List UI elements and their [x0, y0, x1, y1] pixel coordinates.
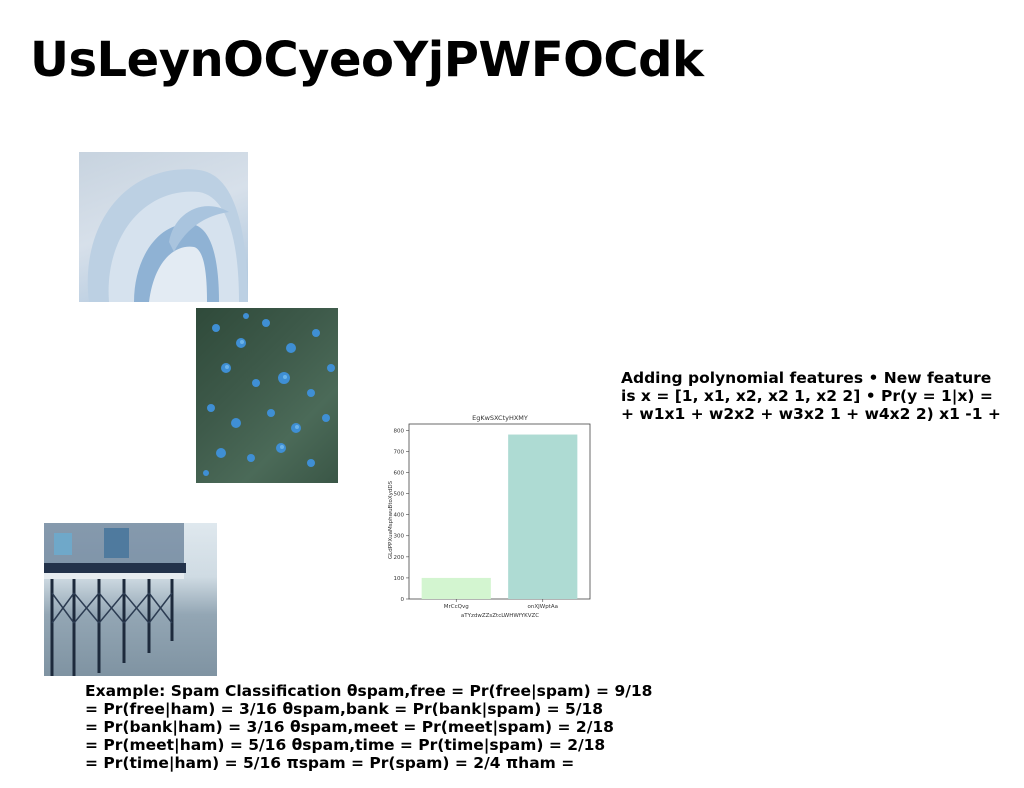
- y-tick-label: 800: [394, 428, 405, 434]
- chart-axes-frame: [408, 423, 591, 600]
- bottom-text-line: = Pr(free|ham) = 3/16 θspam,bank = Pr(ba…: [85, 700, 604, 718]
- flowers-grass-image: [196, 308, 338, 483]
- side-text-line: is x = [1, x1, x2, x2 1, x2 2] • Pr(y = …: [621, 387, 993, 405]
- side-text-line: Adding polynomial features • New feature: [621, 369, 992, 387]
- polynomial-features-text: Adding polynomial features • New feature…: [621, 369, 1001, 423]
- chart-x-label: aTYzdwZZsZtcLWHWfYKVZC: [461, 613, 539, 619]
- slide-title: UsLeynOCyeoYjPWFOCdk: [30, 32, 704, 88]
- chart-title: EgKwSXCtyHXMY: [472, 414, 528, 422]
- y-tick-label: 100: [394, 576, 405, 582]
- y-tick-label: 0: [401, 597, 405, 603]
- x-tick-label: onXJWptAa: [528, 604, 558, 610]
- chart-y-label: GLdPPXuaMsphwuBtoXydDS: [388, 480, 394, 559]
- abstract-swirl-image: [79, 152, 248, 302]
- y-tick-label: 500: [394, 492, 405, 498]
- x-tick-label: MrCcQvg: [444, 604, 469, 610]
- bottom-text-line: = Pr(time|ham) = 5/16 πspam = Pr(spam) =…: [85, 754, 575, 772]
- bottom-text-line: = Pr(meet|ham) = 5/16 θspam,time = Pr(ti…: [85, 736, 606, 754]
- bar: [508, 434, 578, 599]
- bar: [421, 577, 491, 599]
- bottom-text-line: = Pr(bank|ham) = 3/16 θspam,meet = Pr(me…: [85, 718, 614, 736]
- y-tick-label: 300: [394, 534, 405, 540]
- spam-classification-text: Example: Spam Classification θspam,free …: [85, 682, 652, 772]
- y-tick-label: 200: [394, 555, 405, 561]
- bar-chart: EgKwSXCtyHXMY GLdPPXuaMsphwuBtoXydDS aTY…: [385, 410, 600, 625]
- y-tick-label: 700: [394, 449, 405, 455]
- y-tick-label: 600: [394, 470, 405, 476]
- pier-image: [44, 523, 217, 676]
- y-tick-label: 400: [394, 513, 405, 519]
- side-text-line: + w1x1 + w2x2 + w3x2 1 + w4x2 2) x1 -1 +: [621, 405, 1001, 423]
- bottom-text-line: Example: Spam Classification θspam,free …: [85, 682, 653, 700]
